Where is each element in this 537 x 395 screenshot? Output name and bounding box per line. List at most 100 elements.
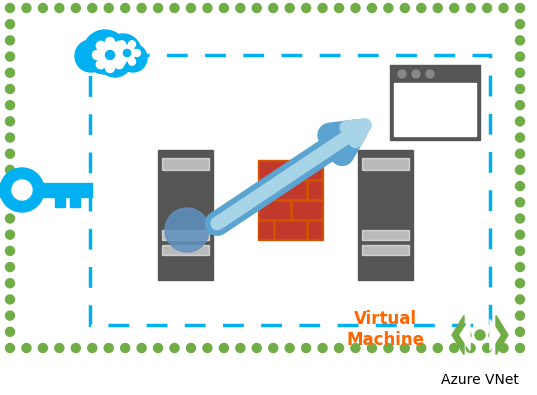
Circle shape — [186, 4, 195, 13]
Polygon shape — [496, 315, 508, 355]
Circle shape — [516, 263, 525, 271]
Bar — [162, 158, 209, 170]
Circle shape — [5, 149, 14, 158]
Circle shape — [516, 52, 525, 61]
Circle shape — [104, 344, 113, 352]
Bar — [390, 65, 480, 140]
Circle shape — [516, 311, 525, 320]
Polygon shape — [490, 320, 500, 350]
Circle shape — [5, 279, 14, 288]
Circle shape — [98, 43, 132, 77]
Bar — [0, 183, 92, 197]
Circle shape — [105, 64, 114, 73]
Circle shape — [55, 4, 64, 13]
Circle shape — [5, 182, 14, 191]
Circle shape — [449, 4, 459, 13]
Circle shape — [516, 117, 525, 126]
Circle shape — [384, 4, 393, 13]
Circle shape — [516, 149, 525, 158]
Circle shape — [121, 344, 129, 352]
Circle shape — [516, 68, 525, 77]
Polygon shape — [460, 320, 470, 350]
Circle shape — [499, 344, 508, 352]
Circle shape — [398, 70, 406, 78]
Circle shape — [236, 344, 245, 352]
Polygon shape — [452, 315, 464, 355]
Bar — [293, 162, 321, 178]
Circle shape — [5, 214, 14, 223]
Circle shape — [12, 180, 32, 200]
Circle shape — [5, 52, 14, 61]
Circle shape — [71, 344, 81, 352]
Circle shape — [466, 344, 475, 352]
Circle shape — [100, 45, 120, 65]
Circle shape — [351, 4, 360, 13]
Circle shape — [318, 344, 327, 352]
Circle shape — [516, 198, 525, 207]
Circle shape — [96, 60, 105, 69]
Circle shape — [128, 58, 135, 65]
Circle shape — [426, 70, 434, 78]
Text: Virtual
Machine: Virtual Machine — [346, 310, 424, 349]
Circle shape — [39, 4, 47, 13]
Circle shape — [516, 101, 525, 110]
Circle shape — [516, 279, 525, 288]
Circle shape — [22, 344, 31, 352]
Circle shape — [483, 344, 491, 352]
Bar — [55, 197, 65, 207]
Circle shape — [417, 344, 426, 352]
Circle shape — [401, 344, 409, 352]
Circle shape — [5, 246, 14, 255]
Circle shape — [417, 4, 426, 13]
Circle shape — [412, 70, 420, 78]
Circle shape — [483, 4, 491, 13]
Circle shape — [134, 49, 141, 56]
Circle shape — [39, 344, 47, 352]
Circle shape — [165, 208, 209, 252]
Circle shape — [335, 344, 344, 352]
Circle shape — [203, 344, 212, 352]
Circle shape — [119, 51, 127, 60]
Bar — [362, 158, 409, 170]
Circle shape — [115, 41, 124, 50]
Text: Azure VNet: Azure VNet — [441, 373, 519, 387]
Circle shape — [5, 166, 14, 175]
Circle shape — [104, 4, 113, 13]
Bar — [260, 162, 288, 178]
Circle shape — [220, 344, 228, 352]
Circle shape — [71, 4, 81, 13]
Circle shape — [170, 4, 179, 13]
Circle shape — [113, 49, 120, 56]
Circle shape — [203, 4, 212, 13]
Circle shape — [5, 101, 14, 110]
Circle shape — [351, 344, 360, 352]
Circle shape — [5, 295, 14, 304]
Circle shape — [137, 344, 146, 352]
Circle shape — [154, 4, 163, 13]
Circle shape — [285, 344, 294, 352]
Circle shape — [22, 4, 31, 13]
Circle shape — [5, 117, 14, 126]
Circle shape — [268, 4, 278, 13]
Circle shape — [5, 20, 14, 29]
Circle shape — [105, 38, 114, 47]
Bar — [293, 202, 321, 218]
Circle shape — [516, 182, 525, 191]
Circle shape — [285, 4, 294, 13]
Circle shape — [466, 4, 475, 13]
Bar — [158, 150, 213, 280]
Bar — [358, 150, 413, 280]
Circle shape — [516, 133, 525, 142]
Circle shape — [5, 263, 14, 271]
Circle shape — [92, 51, 101, 60]
Circle shape — [384, 344, 393, 352]
Circle shape — [88, 4, 97, 13]
Circle shape — [5, 36, 14, 45]
Circle shape — [367, 4, 376, 13]
Circle shape — [461, 330, 471, 340]
Circle shape — [55, 344, 64, 352]
Circle shape — [516, 36, 525, 45]
Circle shape — [318, 4, 327, 13]
Circle shape — [105, 51, 114, 60]
Circle shape — [88, 344, 97, 352]
